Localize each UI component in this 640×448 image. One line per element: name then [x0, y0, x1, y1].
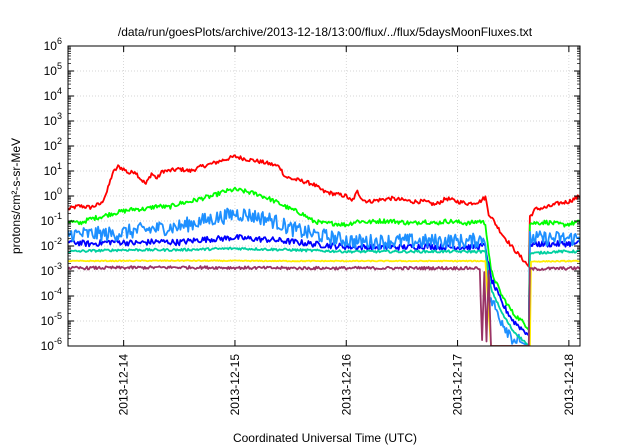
- y-tick-label-base: 10: [44, 114, 58, 128]
- y-tick-label: 106: [44, 36, 62, 53]
- y-tick-label: 10-5: [41, 311, 62, 328]
- x-tick-label: 2013-12-14: [117, 354, 131, 416]
- x-tick-label: 2013-12-16: [339, 354, 353, 416]
- y-tick-label-base: 10: [44, 189, 58, 203]
- y-tick-label: 102: [44, 136, 62, 153]
- y-tick-label-exponent: 0: [57, 186, 62, 196]
- y-tick-label: 103: [44, 111, 62, 128]
- y-tick-label: 10-6: [41, 336, 62, 353]
- y-tick-label-base: 10: [44, 39, 58, 53]
- y-tick-label: 101: [44, 161, 62, 178]
- y-axis-label-text: protons/cm²-s-sr-MeV: [9, 138, 23, 254]
- y-tick-label-exponent: -5: [54, 311, 62, 321]
- x-tick-label: 2013-12-17: [451, 354, 465, 416]
- x-axis-label: Coordinated Universal Time (UTC): [233, 431, 417, 445]
- y-tick-label-exponent: -3: [54, 261, 62, 271]
- y-tick-label-base: 10: [41, 339, 55, 353]
- flux-series-line: [68, 207, 580, 346]
- y-tick-label-exponent: -4: [54, 286, 62, 296]
- x-tick-label: 2013-12-18: [562, 354, 576, 416]
- chart-title: /data/run/goesPlots/archive/2013-12-18/1…: [118, 25, 533, 39]
- y-tick-label-base: 10: [41, 239, 55, 253]
- series-layer: [68, 154, 580, 346]
- y-tick-label-base: 10: [44, 89, 58, 103]
- flux-series-line: [68, 246, 580, 346]
- y-tick-label-exponent: 6: [57, 36, 62, 46]
- y-tick-label-base: 10: [41, 264, 55, 278]
- y-tick-label: 10-4: [41, 286, 62, 303]
- y-tick-label-exponent: -1: [54, 211, 62, 221]
- flux-series-line: [68, 259, 580, 346]
- flux-series-line: [68, 186, 580, 331]
- y-tick-label-base: 10: [44, 64, 58, 78]
- y-tick-label-base: 10: [41, 214, 55, 228]
- y-tick-label: 105: [44, 61, 62, 78]
- axis-layer: 10-610-510-410-310-210-11001011021031041…: [41, 36, 580, 415]
- flux-series-line: [68, 154, 580, 268]
- y-tick-label: 104: [44, 86, 62, 103]
- y-tick-label-base: 10: [41, 314, 55, 328]
- y-tick-label-exponent: 2: [57, 136, 62, 146]
- y-tick-label-exponent: -2: [54, 236, 62, 246]
- y-tick-label: 10-1: [41, 211, 62, 228]
- flux-series-line: [68, 234, 580, 336]
- x-tick-label: 2013-12-15: [228, 354, 242, 416]
- y-tick-label-exponent: 3: [57, 111, 62, 121]
- flux-series-line: [68, 265, 580, 346]
- y-tick-label: 100: [44, 186, 62, 203]
- y-tick-label-base: 10: [44, 164, 58, 178]
- y-tick-label: 10-2: [41, 236, 62, 253]
- y-tick-label-base: 10: [41, 289, 55, 303]
- y-axis-label: protons/cm²-s-sr-MeV: [9, 138, 23, 254]
- y-tick-label-base: 10: [44, 139, 58, 153]
- y-tick-label: 10-3: [41, 261, 62, 278]
- y-tick-label-exponent: 1: [57, 161, 62, 171]
- y-tick-label-exponent: 4: [57, 86, 62, 96]
- y-tick-label-exponent: 5: [57, 61, 62, 71]
- y-tick-label-exponent: -6: [54, 336, 62, 346]
